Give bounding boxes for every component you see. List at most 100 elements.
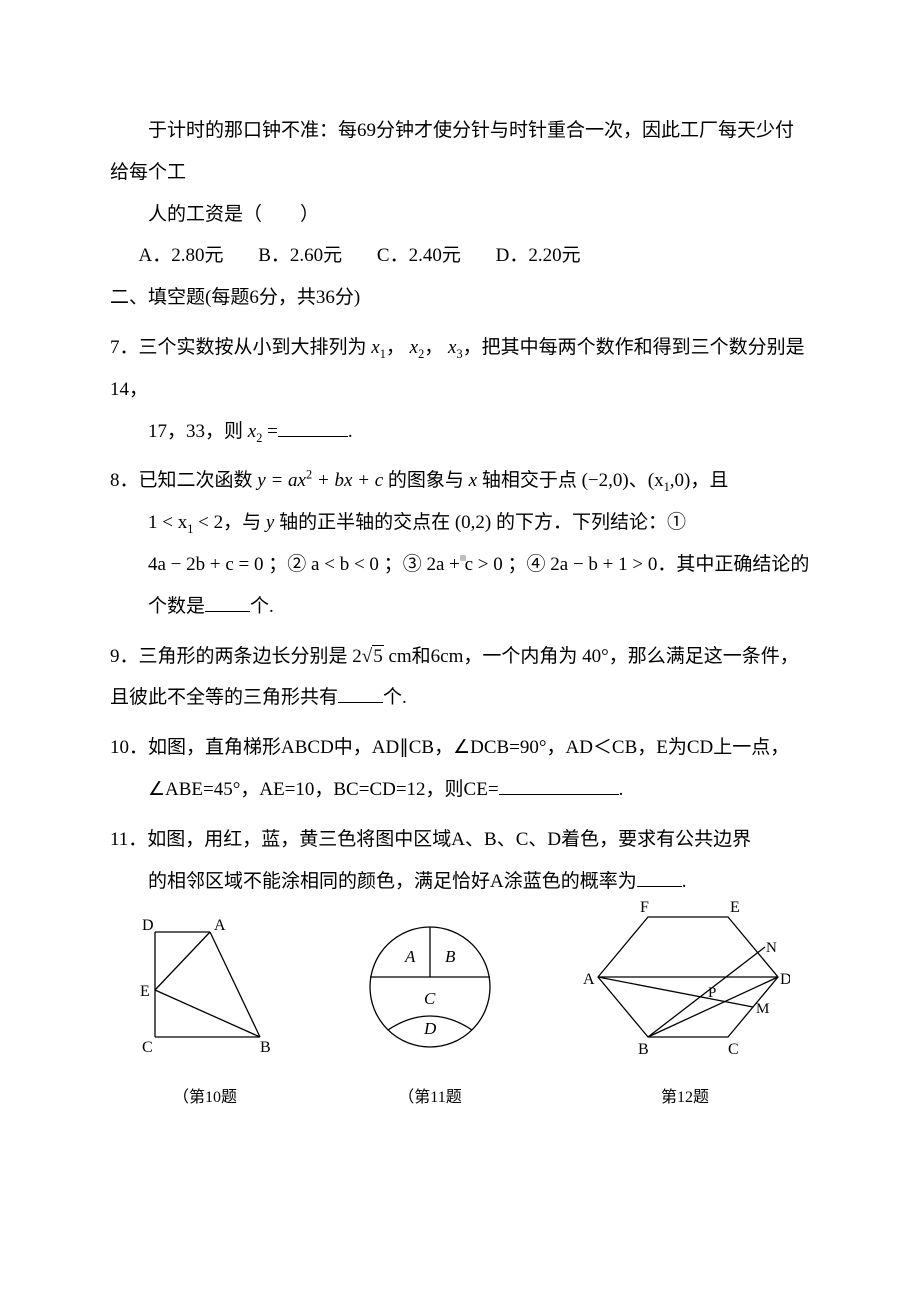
q11-p2a: 的相邻区域不能涂相同的颜色，满足恰好A涂蓝色的概率为 xyxy=(148,871,637,892)
figure-10: D A E C B （第10题 xyxy=(130,912,280,1115)
q8-sep2: ； xyxy=(384,554,403,575)
q8-line2: 1 < x1 < 2，与 y 轴的正半轴的交点在 (0,2) 的下方．下列结论：… xyxy=(110,502,810,544)
q8-c4: ④ xyxy=(527,554,546,575)
f10-E: E xyxy=(140,983,150,1000)
watermark-dot xyxy=(460,555,466,561)
q7-p2c: . xyxy=(348,421,353,442)
q8-p2e: 的下方．下列结论： xyxy=(491,512,667,533)
f12-P: P xyxy=(708,985,716,1001)
q7-blank xyxy=(278,416,348,437)
q6-options: A．2.80元 B．2.60元 C．2.40元 D．2.20元 xyxy=(110,235,810,277)
q7-xv: x xyxy=(248,421,256,442)
q8-c3: ③ xyxy=(403,554,422,575)
q8-sep3: ； xyxy=(508,554,527,575)
q8-e4: 2a − b + 1 > 0 xyxy=(550,554,657,575)
q6-optB: B．2.60元 xyxy=(258,235,342,277)
f12-caption: 第12题 xyxy=(580,1080,790,1115)
q8-expr1b: + bx + c xyxy=(312,470,383,491)
q10: 10．如图，直角梯形ABCD中，AD∥CB，∠DCB=90°，AD＜CB，E为C… xyxy=(110,727,810,811)
q8-p2b: < 2 xyxy=(193,512,223,533)
figures-row: D A E C B （第10题 A B C D （第11题 xyxy=(110,912,810,1115)
f10-caption: （第10题 xyxy=(130,1080,280,1115)
q9-num: 2 xyxy=(352,646,362,667)
q8-c2: ② xyxy=(287,554,306,575)
q11: 11．如图，用红，蓝，黄三色将图中区域A、B、C、D着色，要求有公共边界 的相邻… xyxy=(110,819,810,903)
q8-p2d: 轴的正半轴的交点在 xyxy=(274,512,455,533)
q10-p2a: ∠ABE=45°，AE=10，BC=CD=12，则CE= xyxy=(148,779,499,800)
q9-sqrt: √5 xyxy=(362,645,384,667)
q9-rad: 5 xyxy=(372,645,384,667)
f12-F: F xyxy=(640,899,649,916)
f12-D: D xyxy=(780,971,790,988)
q8-p3b: 个. xyxy=(250,596,274,617)
q8-sep1: ； xyxy=(268,554,287,575)
q7-line2: 17，33，则 x2 =. xyxy=(110,411,810,453)
q8-p1b: 的图象与 xyxy=(383,470,469,491)
q7-line1: 7．三个实数按从小到大排列为 x1， x2， x3，把其中每两个数作和得到三个数… xyxy=(110,327,810,411)
q6-line1: 于计时的那口钟不准：每69分钟才使分针与时针重合一次，因此工厂每天少付给每个工 xyxy=(110,110,810,194)
q10-p2b: . xyxy=(619,779,624,800)
figure-11-svg: A B C D xyxy=(350,912,510,1062)
q8-p2c: ，与 xyxy=(223,512,266,533)
q8-e2: a < b < 0 xyxy=(311,554,379,575)
q8-line1: 8．已知二次函数 y = ax2 + bx + c 的图象与 x 轴相交于点 (… xyxy=(110,460,810,502)
q7-sep1: ， xyxy=(386,337,405,358)
f12-E: E xyxy=(730,899,740,916)
q7-p1a: 7．三个实数按从小到大排列为 xyxy=(110,337,371,358)
f12-N: N xyxy=(766,940,777,956)
q11-p2b: . xyxy=(682,871,687,892)
q9-p1a: 9．三角形的两条边长分别是 xyxy=(110,646,352,667)
f10-A: A xyxy=(214,917,226,934)
f10-D: D xyxy=(142,917,154,934)
f10-C: C xyxy=(142,1039,153,1056)
q6-optC: C．2.40元 xyxy=(377,235,461,277)
q10-line2: ∠ABE=45°，AE=10，BC=CD=12，则CE=. xyxy=(110,769,810,811)
q7-x2: x xyxy=(410,337,418,358)
q8-pt3: (0,2) xyxy=(455,512,491,533)
q11-blank xyxy=(637,866,682,887)
q9-p1b: cm和6cm，一个内角为 xyxy=(384,646,582,667)
q9-blank xyxy=(338,682,383,703)
q8-p2a: 1 < x xyxy=(148,512,187,533)
figure-12: A F E D C B N M P 第12题 xyxy=(580,892,790,1115)
q7-sep2: ， xyxy=(424,337,443,358)
f12-B: B xyxy=(638,1041,649,1058)
q8-blank xyxy=(205,591,250,612)
q9-ang: 40° xyxy=(582,646,609,667)
f11-B: B xyxy=(445,947,456,966)
q8-e1: 4a − 2b + c = 0 xyxy=(148,554,264,575)
q7-p2b: = xyxy=(262,421,277,442)
q8-c1: ① xyxy=(667,512,686,533)
q8-p1d: 、 xyxy=(629,470,648,491)
q8-xv: x xyxy=(469,470,477,491)
section2-heading: 二、填空题(每题6分，共36分) xyxy=(110,277,810,319)
q8-pt2b: ,0) xyxy=(670,470,691,491)
q8-expr1: y = ax xyxy=(257,470,306,491)
q8-p1e: ，且 xyxy=(690,470,728,491)
q6-optD: D．2.20元 xyxy=(496,235,581,277)
q8-pt2a: (x xyxy=(648,470,664,491)
f11-C: C xyxy=(424,989,436,1008)
figure-12-svg: A F E D C B N M P xyxy=(580,892,790,1062)
q11-line1: 11．如图，用红，蓝，黄三色将图中区域A、B、C、D着色，要求有公共边界 xyxy=(110,819,810,861)
figure-10-svg: D A E C B xyxy=(130,912,280,1062)
f12-C: C xyxy=(728,1041,739,1058)
f10-B: B xyxy=(260,1039,271,1056)
f12-M: M xyxy=(756,1001,769,1017)
figure-11: A B C D （第11题 xyxy=(350,912,510,1115)
f11-D: D xyxy=(423,1019,437,1038)
q8-pt1: (−2,0) xyxy=(582,470,629,491)
q6-line2: 人的工资是（ ） xyxy=(110,194,810,236)
q8-p1c: 轴相交于点 xyxy=(477,470,582,491)
q7-p2a: 17，33，则 xyxy=(148,421,248,442)
f11-caption: （第11题 xyxy=(350,1080,510,1115)
q9: 9．三角形的两条边长分别是 2√5 cm和6cm，一个内角为 40°，那么满足这… xyxy=(110,636,810,720)
f11-A: A xyxy=(404,947,416,966)
f12-A: A xyxy=(583,971,595,988)
q8-p1a: 8．已知二次函数 xyxy=(110,470,257,491)
q10-blank xyxy=(499,774,619,795)
q7: 7．三个实数按从小到大排列为 x1， x2， x3，把其中每两个数作和得到三个数… xyxy=(110,327,810,452)
q6-fragment: 于计时的那口钟不准：每69分钟才使分针与时针重合一次，因此工厂每天少付给每个工 … xyxy=(110,110,810,277)
q7-x1: x xyxy=(371,337,379,358)
q6-optA: A．2.80元 xyxy=(139,235,224,277)
